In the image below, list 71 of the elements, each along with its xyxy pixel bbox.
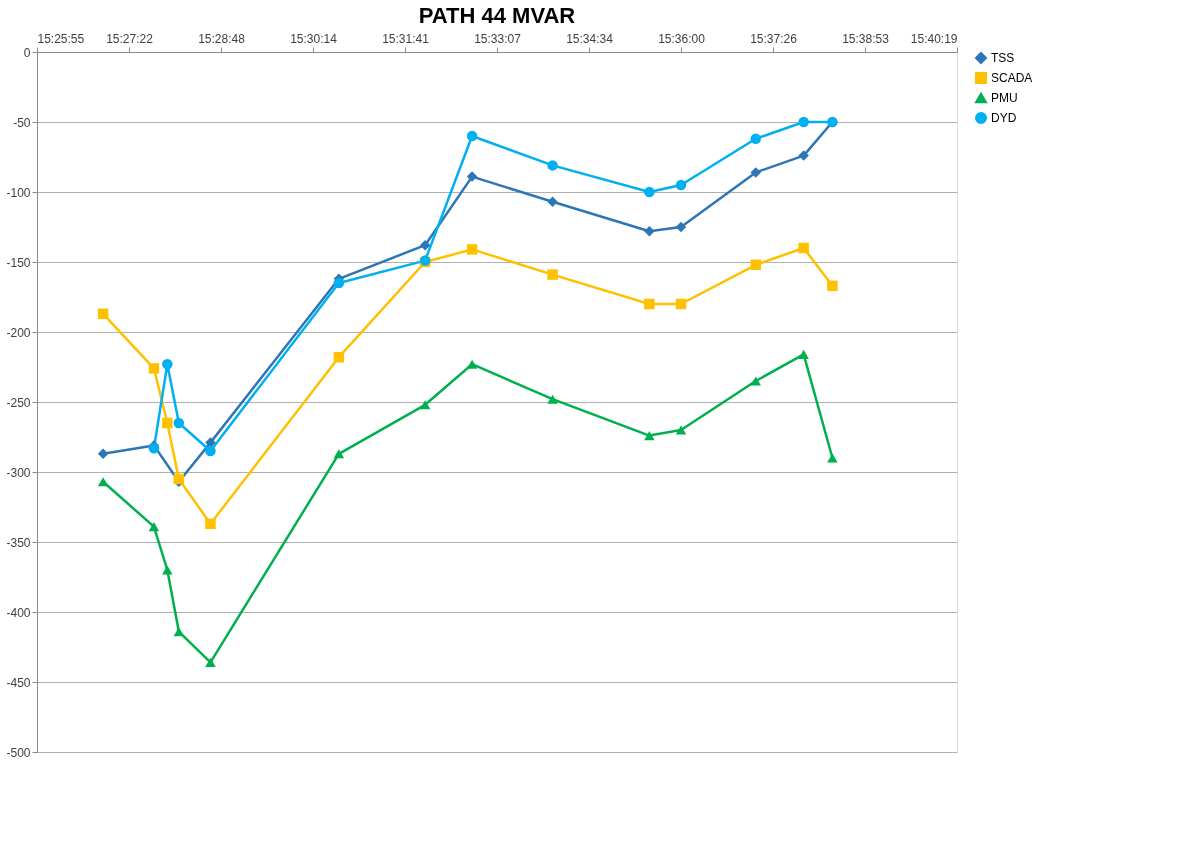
y-tick-label: -350	[6, 535, 31, 550]
point	[148, 363, 160, 374]
point	[547, 160, 558, 171]
point	[205, 657, 216, 667]
point	[97, 308, 109, 320]
x-tick-label: 15:34:34	[566, 31, 614, 46]
point	[97, 477, 109, 487]
legend-label: PMU	[991, 91, 1018, 105]
x-tick-label: 15:28:48	[198, 31, 246, 46]
point	[644, 431, 655, 441]
point	[750, 259, 761, 271]
point	[750, 376, 761, 386]
point	[173, 417, 185, 429]
point	[148, 522, 160, 532]
x-tick-label: 15:31:41	[382, 31, 430, 46]
x-tick-label: 15:38:53	[842, 31, 890, 46]
point	[798, 150, 809, 161]
point	[827, 280, 838, 292]
point	[205, 445, 216, 457]
point	[675, 425, 687, 435]
point	[162, 565, 173, 575]
point	[173, 627, 185, 637]
point	[547, 394, 558, 404]
point	[644, 225, 655, 237]
x-tick-label: 15:25:55	[37, 31, 85, 46]
point	[675, 298, 687, 310]
point	[750, 133, 761, 145]
point	[466, 171, 478, 182]
point	[162, 358, 173, 370]
point	[466, 244, 478, 255]
point	[547, 269, 558, 280]
point	[675, 221, 687, 233]
y-tick-label: -50	[13, 115, 31, 130]
point	[205, 518, 216, 530]
point	[827, 453, 838, 463]
point	[644, 298, 655, 310]
point	[466, 130, 478, 142]
y-tick-label: -250	[6, 395, 31, 410]
point	[205, 437, 216, 448]
legend-label: TSS	[991, 51, 1015, 65]
y-tick-label: -300	[6, 465, 31, 480]
y-tick-label: 0	[23, 45, 31, 60]
y-tick-label: -200	[6, 325, 31, 340]
point	[333, 277, 345, 289]
chart-title: PATH 44 MVAR	[418, 3, 576, 28]
x-tick-label: 15:30:14	[290, 31, 338, 46]
point	[798, 349, 809, 359]
point	[419, 400, 431, 410]
point	[798, 242, 809, 254]
x-tick-label: 15:40:19	[910, 31, 958, 46]
y-tick-label: -500	[6, 745, 31, 760]
x-tick-label: 15:33:07	[474, 31, 522, 46]
y-tick-label: -400	[6, 605, 31, 620]
x-tick-label: 15:27:22	[106, 31, 154, 46]
y-tick-label: -450	[6, 675, 31, 690]
x-tick-label: 15:37:26	[750, 31, 798, 46]
legend-label: SCADA	[991, 71, 1033, 85]
point	[547, 196, 558, 208]
point	[675, 179, 687, 191]
x-tick-label: 15:36:00	[658, 31, 706, 46]
point	[162, 417, 173, 429]
y-tick-label: -150	[6, 255, 31, 270]
point	[644, 186, 655, 198]
point	[333, 449, 345, 459]
point	[97, 448, 109, 460]
point	[419, 239, 431, 251]
y-tick-label: -100	[6, 185, 31, 200]
point	[798, 116, 809, 128]
legend-label: DYD	[991, 111, 1017, 125]
point	[333, 351, 345, 363]
point	[750, 167, 761, 178]
